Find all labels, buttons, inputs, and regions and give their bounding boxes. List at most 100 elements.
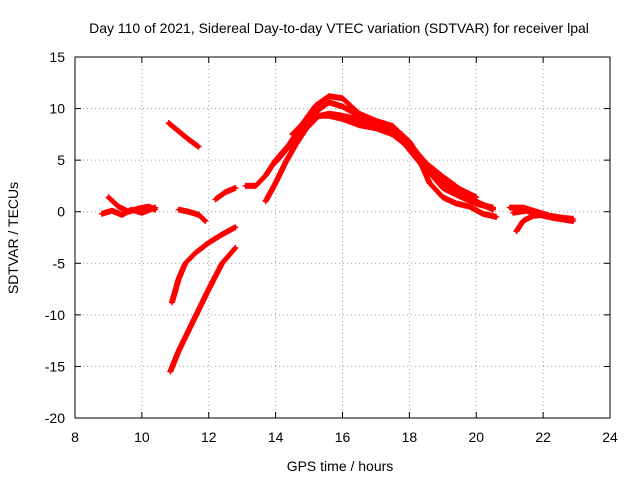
data-point (197, 145, 201, 149)
data-point (304, 127, 308, 131)
data-point (207, 287, 211, 291)
data-point (468, 205, 472, 209)
data-point (110, 209, 114, 213)
data-point (234, 225, 237, 229)
data-point (223, 190, 227, 194)
x-axis-label: GPS time / hours (287, 458, 394, 474)
x-tick-label: 24 (602, 429, 618, 445)
data-point (168, 370, 172, 374)
data-point (491, 207, 495, 211)
data-point (170, 300, 174, 304)
data-point (177, 208, 181, 212)
y-tick-label: 15 (49, 49, 65, 65)
data-point (341, 96, 344, 100)
data-point (197, 213, 201, 217)
series-s2 (105, 194, 159, 215)
data-point (193, 251, 197, 255)
data-point (264, 199, 268, 203)
data-point (197, 308, 201, 312)
y-tick-label: -5 (53, 255, 66, 271)
data-point (290, 132, 294, 136)
data-point (294, 143, 298, 147)
data-point (441, 186, 445, 190)
data-point (414, 150, 418, 154)
data-point (511, 211, 515, 215)
data-point (327, 100, 331, 104)
data-point (234, 186, 237, 190)
data-point (514, 229, 518, 233)
series-s13 (413, 148, 500, 220)
data-point (137, 207, 141, 211)
x-tick-label: 16 (335, 429, 351, 445)
data-point (341, 117, 344, 121)
series-s12 (262, 115, 319, 205)
data-point (521, 219, 525, 223)
x-tick-label: 18 (402, 429, 418, 445)
data-point (327, 94, 331, 98)
data-point (300, 122, 304, 126)
data-point (441, 195, 445, 199)
data-point (357, 118, 361, 122)
data-point (167, 121, 171, 125)
data-point (254, 184, 258, 188)
y-tick-label: -15 (45, 358, 65, 374)
data-point (116, 205, 120, 209)
data-point (106, 195, 110, 199)
data-point (284, 160, 288, 164)
data-point (508, 206, 512, 210)
data-point (140, 211, 144, 215)
data-point (357, 114, 361, 118)
data-point (391, 132, 395, 136)
data-point (474, 195, 478, 199)
data-point (571, 219, 575, 223)
data-point (374, 121, 378, 125)
data-point (541, 213, 545, 217)
y-tick-label: 10 (49, 101, 65, 117)
data-point (314, 117, 318, 121)
data-point (183, 261, 187, 265)
data-point (274, 181, 278, 185)
data-point (327, 114, 331, 118)
x-tick-label: 14 (268, 429, 284, 445)
y-axis-label: SDTVAR / TECUs (5, 182, 21, 294)
data-point (177, 349, 181, 353)
data-point (474, 201, 478, 205)
data-point (458, 187, 462, 191)
data-point (274, 160, 278, 164)
data-point (177, 129, 181, 133)
data-point (244, 184, 248, 188)
data-point (203, 219, 207, 223)
x-tick-label: 20 (468, 429, 484, 445)
data-point (458, 194, 462, 198)
data-point (357, 123, 361, 127)
data-point (234, 246, 237, 250)
data-point (524, 209, 528, 213)
data-point (177, 277, 181, 281)
data-point (454, 201, 458, 205)
data-point (264, 174, 268, 178)
series-s16 (513, 211, 547, 235)
data-point (314, 103, 318, 107)
y-tick-label: 5 (57, 152, 65, 168)
series-s4 (175, 206, 209, 224)
series-s7 (212, 185, 239, 203)
data-point (127, 210, 130, 214)
series-s3 (165, 120, 202, 150)
series-s6 (167, 244, 239, 375)
x-tick-label: 8 (71, 429, 79, 445)
data-point (187, 328, 191, 332)
data-point (213, 197, 217, 201)
data-point (494, 215, 498, 219)
data-point (100, 212, 104, 216)
data-layer (98, 93, 577, 375)
data-point (147, 205, 151, 209)
data-point (551, 216, 555, 220)
data-point (441, 175, 445, 179)
data-point (153, 208, 157, 212)
series-s5 (169, 224, 239, 306)
y-tick-label: 0 (57, 204, 65, 220)
x-tick-label: 12 (201, 429, 217, 445)
data-point (427, 181, 431, 185)
x-tick-label: 22 (535, 429, 551, 445)
